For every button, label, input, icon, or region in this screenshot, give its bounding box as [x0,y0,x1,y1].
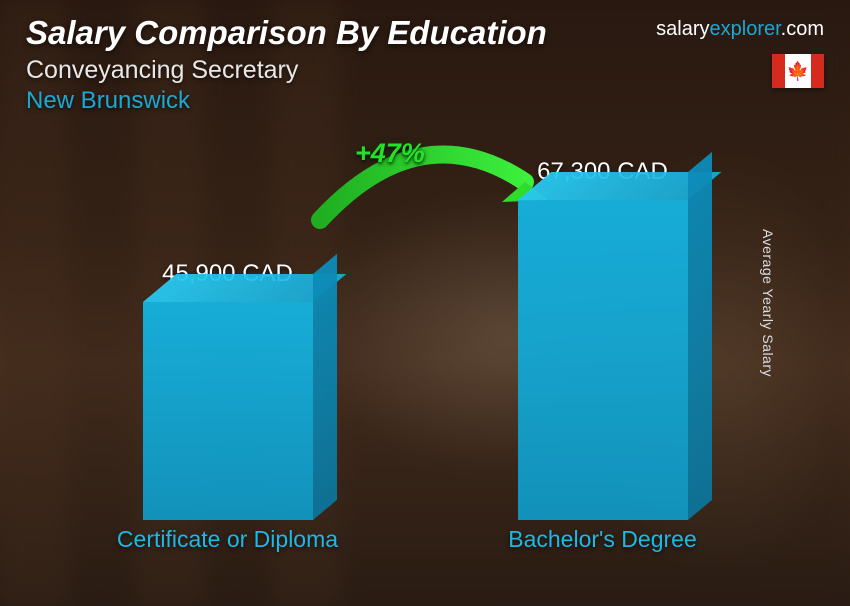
brand-prefix: salary [656,18,709,40]
country-flag-icon: 🍁 [772,54,824,88]
bar-front-face [518,200,688,520]
brand-logo: salaryexplorer.com [656,18,824,41]
flag-stripe-left [772,54,785,88]
job-title: Conveyancing Secretary [26,56,824,85]
bar-side-face [688,152,712,520]
location-label: New Brunswick [26,87,824,115]
x-axis-label: Bachelor's Degree [453,526,753,566]
bar-group: 45,900 CAD [78,260,378,520]
brand-suffix: .com [781,18,824,40]
brand-mid: explorer [710,18,781,40]
bar-front-face [143,302,313,520]
x-labels-container: Certificate or Diploma Bachelor's Degree [40,526,790,566]
flag-leaf-icon: 🍁 [785,54,811,88]
chart-area: 45,900 CAD 67,300 CAD Certificate or Dipl… [40,150,790,566]
bar-group: 67,300 CAD [453,158,753,520]
x-axis-label: Certificate or Diploma [78,526,378,566]
bar-3d [143,302,313,520]
bar-3d [518,200,688,520]
bars-container: 45,900 CAD 67,300 CAD [40,160,790,520]
bar-side-face [313,254,337,520]
flag-stripe-right [811,54,824,88]
